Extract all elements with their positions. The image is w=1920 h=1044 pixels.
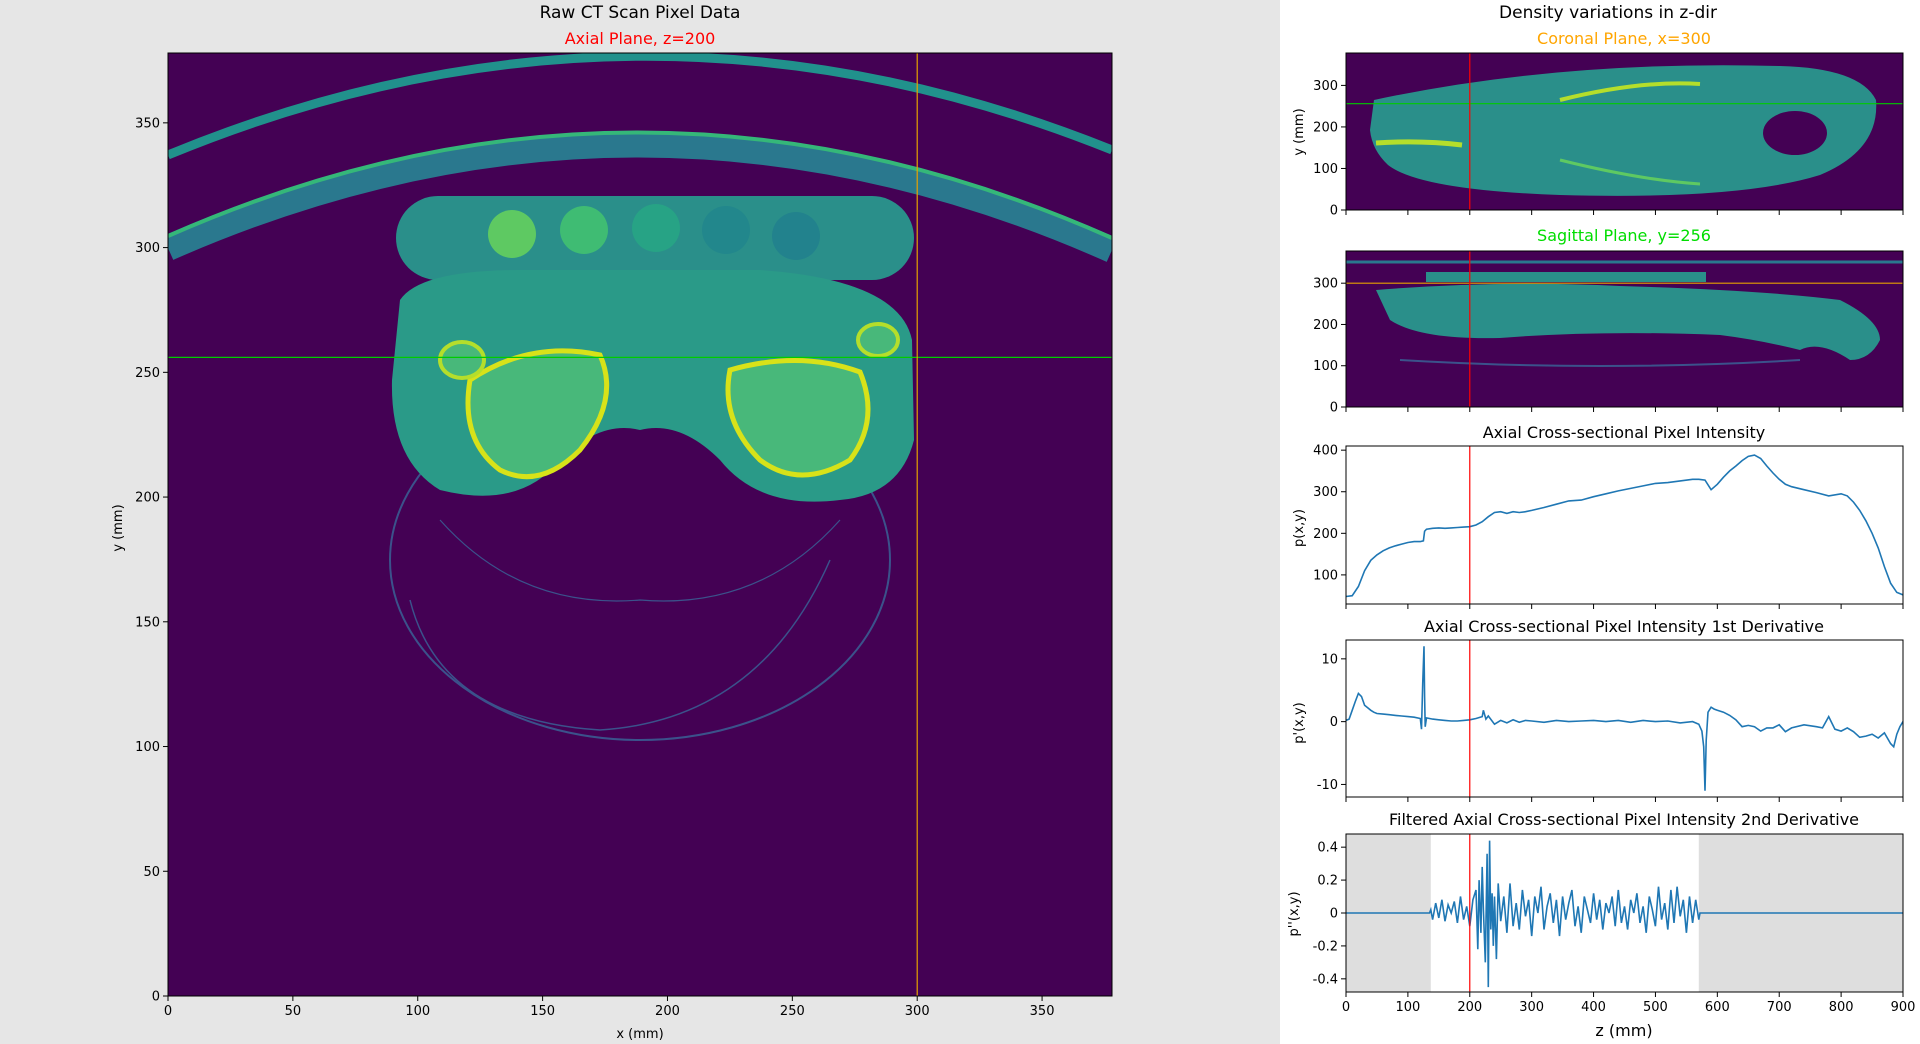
intensity-ylabel: p(x,y) bbox=[1292, 509, 1307, 547]
axial-ytick-label: 300 bbox=[135, 241, 160, 256]
derivative2-series-line bbox=[1346, 840, 1903, 988]
derivative1-frame bbox=[1345, 639, 1904, 798]
axial-xtick-label: 200 bbox=[655, 1004, 680, 1019]
coronal-ytick-label: 0 bbox=[1330, 204, 1338, 219]
sagittal-frame bbox=[1345, 250, 1904, 408]
derivative2-frame bbox=[1345, 833, 1904, 993]
coronal-image bbox=[1346, 53, 1903, 210]
sagittal-ytick-label: 200 bbox=[1313, 318, 1338, 333]
derivative2-ytick-label: -0.2 bbox=[1313, 939, 1338, 954]
derivative2-ytick-label: 0 bbox=[1330, 907, 1338, 922]
derivative2-axes: -0.4 -0.2 0 0.2 0.4 0 100 200 300 400 500 600 700 800… bbox=[1313, 833, 1916, 1015]
derivative1-series-line bbox=[1346, 646, 1903, 791]
coronal-ylabel: y (mm) bbox=[1292, 108, 1307, 155]
intensity-frame bbox=[1345, 445, 1904, 605]
left-suptitle: Raw CT Scan Pixel Data bbox=[540, 3, 741, 23]
derivative2-xtick-label: 400 bbox=[1581, 1000, 1606, 1015]
derivative2-plot-area bbox=[1346, 834, 1903, 992]
derivative2-ytick-label: 0.4 bbox=[1317, 841, 1338, 856]
intensity-title: Axial Cross-sectional Pixel Intensity bbox=[1483, 423, 1766, 442]
derivative2-ytick-label: 0.2 bbox=[1317, 874, 1338, 889]
coronal-ytick-label: 200 bbox=[1313, 120, 1338, 135]
axial-xtick-label: 300 bbox=[905, 1004, 930, 1019]
derivative1-title: Axial Cross-sectional Pixel Intensity 1s… bbox=[1424, 617, 1824, 636]
axial-title: Axial Plane, z=200 bbox=[565, 29, 716, 48]
axial-xtick-label: 150 bbox=[530, 1004, 555, 1019]
axial-xtick-label: 50 bbox=[285, 1004, 302, 1019]
intensity-axes: 100 200 300 400 bbox=[1313, 444, 1904, 609]
axial-xtick-label: 0 bbox=[164, 1004, 172, 1019]
coronal-ytick-label: 300 bbox=[1313, 79, 1338, 94]
coronal-axes: 0 100 200 300 bbox=[1313, 52, 1904, 219]
axial-ytick-label: 200 bbox=[135, 491, 160, 506]
sagittal-ytick-label: 100 bbox=[1313, 359, 1338, 374]
sagittal-image bbox=[1346, 251, 1903, 407]
intensity-ytick-label: 200 bbox=[1313, 527, 1338, 542]
derivative1-ylabel: p'(x,y) bbox=[1292, 702, 1307, 744]
derivative2-xlabel: z (mm) bbox=[1595, 1021, 1652, 1040]
axial-ytick-label: 0 bbox=[152, 990, 160, 1005]
axial-xtick-label: 100 bbox=[405, 1004, 430, 1019]
axial-axes: 0 50 100 150 200 250 300 350 0 50 100 150 200 250 300 3… bbox=[135, 52, 1113, 1019]
axial-ytick-label: 100 bbox=[135, 740, 160, 755]
right-suptitle: Density variations in z-dir bbox=[1499, 3, 1717, 23]
axial-ylabel: y (mm) bbox=[111, 504, 126, 551]
intensity-plot-area bbox=[1346, 446, 1903, 604]
axial-frame bbox=[167, 52, 1113, 997]
derivative1-ytick-label: 10 bbox=[1321, 652, 1338, 667]
derivative2-xtick-label: 700 bbox=[1767, 1000, 1792, 1015]
derivative2-title: Filtered Axial Cross-sectional Pixel Int… bbox=[1389, 810, 1859, 829]
sagittal-ytick-label: 0 bbox=[1330, 401, 1338, 416]
coronal-ytick-label: 100 bbox=[1313, 162, 1338, 177]
derivative2-xtick-label: 300 bbox=[1519, 1000, 1544, 1015]
axial-ytick-label: 250 bbox=[135, 366, 160, 381]
derivative2-xtick-label: 200 bbox=[1457, 1000, 1482, 1015]
derivative1-ytick-label: 0 bbox=[1330, 715, 1338, 730]
axial-ytick-label: 350 bbox=[135, 116, 160, 131]
derivative2-xtick-label: 600 bbox=[1705, 1000, 1730, 1015]
sagittal-axes: 0 100 200 300 bbox=[1313, 250, 1904, 416]
intensity-ytick-label: 300 bbox=[1313, 485, 1338, 500]
intensity-ytick-label: 400 bbox=[1313, 444, 1338, 459]
axial-image bbox=[168, 53, 1112, 996]
derivative1-ytick-label: -10 bbox=[1317, 778, 1338, 793]
axial-xtick-label: 250 bbox=[780, 1004, 805, 1019]
derivative2-xtick-label: 100 bbox=[1395, 1000, 1420, 1015]
coronal-title: Coronal Plane, x=300 bbox=[1537, 29, 1711, 48]
derivative2-xtick-label: 0 bbox=[1342, 1000, 1350, 1015]
derivative2-ytick-label: -0.4 bbox=[1313, 972, 1338, 987]
sagittal-title: Sagittal Plane, y=256 bbox=[1537, 226, 1711, 245]
derivative1-axes: -10 0 10 bbox=[1317, 639, 1904, 802]
derivative2-xtick-label: 800 bbox=[1829, 1000, 1854, 1015]
axial-ytick-label: 50 bbox=[143, 865, 160, 880]
derivative1-plot-area bbox=[1346, 640, 1903, 797]
derivative2-xtick-label: 900 bbox=[1891, 1000, 1916, 1015]
derivative2-xtick-label: 500 bbox=[1643, 1000, 1668, 1015]
coronal-frame bbox=[1345, 52, 1904, 211]
intensity-series-line bbox=[1346, 454, 1903, 598]
intensity-ytick-label: 100 bbox=[1313, 568, 1338, 583]
sagittal-ytick-label: 300 bbox=[1313, 277, 1338, 292]
axial-ytick-label: 150 bbox=[135, 615, 160, 630]
axial-xlabel: x (mm) bbox=[616, 1027, 663, 1042]
derivative2-ylabel: p''(x,y) bbox=[1287, 891, 1302, 936]
axial-xtick-label: 350 bbox=[1030, 1004, 1055, 1019]
